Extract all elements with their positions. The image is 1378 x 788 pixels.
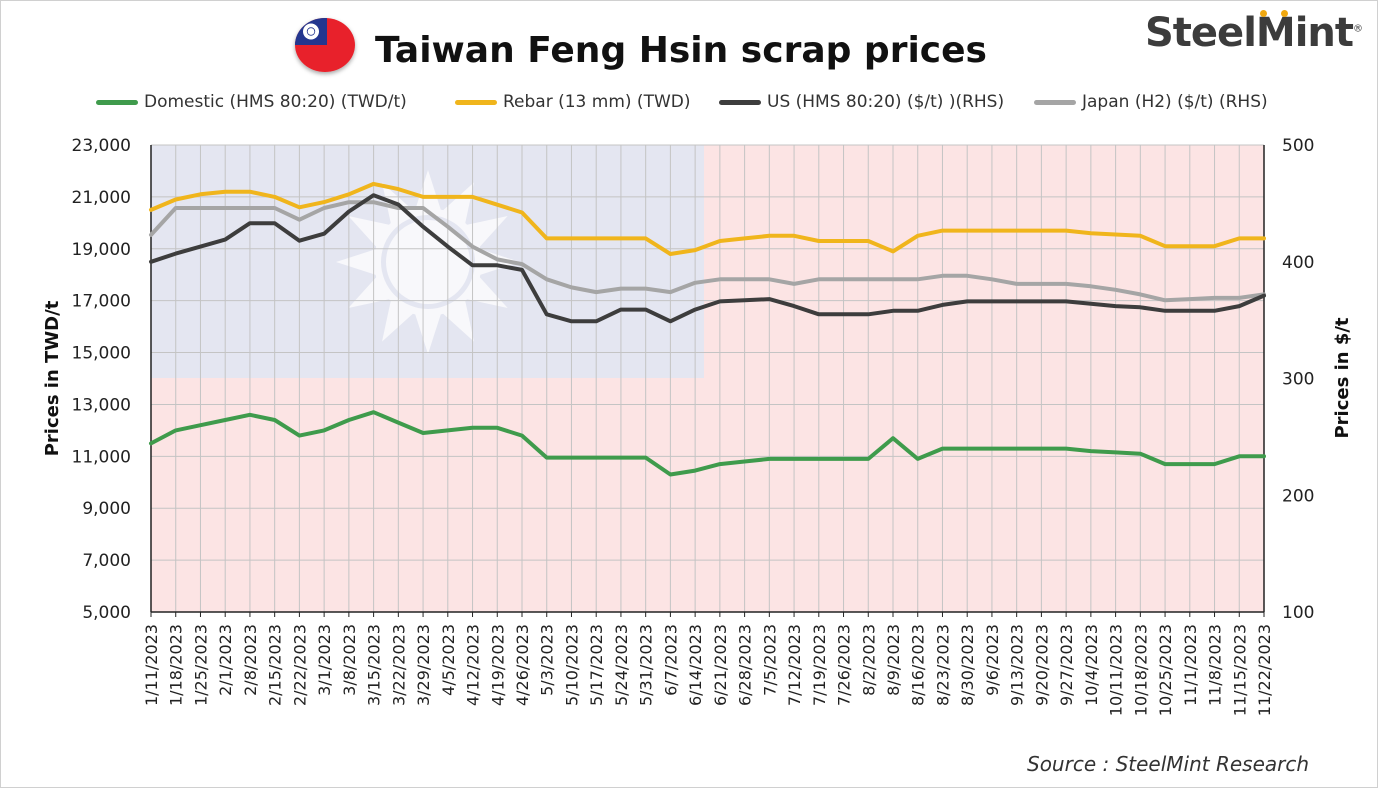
x-axis-tick-label: 10/25/2023 bbox=[1156, 624, 1175, 716]
x-axis-tick-label: 11/8/2023 bbox=[1206, 624, 1225, 706]
x-axis-tick-label: 4/5/2023 bbox=[439, 624, 458, 696]
x-axis-tick-label: 8/23/2023 bbox=[933, 624, 952, 706]
legend-swatch-domestic bbox=[96, 99, 138, 105]
x-axis-tick-label: 6/14/2023 bbox=[686, 624, 705, 706]
x-axis-tick-label: 3/29/2023 bbox=[414, 624, 433, 706]
legend-swatch-rebar bbox=[455, 99, 497, 105]
sun-ray-shape bbox=[336, 248, 378, 276]
x-axis-tick-label: 5/3/2023 bbox=[538, 624, 557, 696]
left-axis-tick-label: 15,000 bbox=[72, 344, 131, 364]
sun-ray-shape bbox=[414, 170, 442, 212]
x-axis-tick-label: 5/24/2023 bbox=[612, 624, 631, 706]
sun-core-shape bbox=[386, 220, 470, 304]
left-axis-tick-label: 5,000 bbox=[82, 603, 131, 623]
x-axis-tick-label: 2/1/2023 bbox=[216, 624, 235, 696]
left-axis-tick-label: 13,000 bbox=[72, 395, 131, 415]
x-axis-tick-label: 4/26/2023 bbox=[513, 624, 532, 706]
x-axis-tick-label: 6/21/2023 bbox=[711, 624, 730, 706]
chart-legend: Domestic (HMS 80:20) (TWD/t) Rebar (13 m… bbox=[0, 92, 1378, 118]
x-axis-tick-label: 10/18/2023 bbox=[1131, 624, 1150, 716]
x-axis-tick-label: 1/18/2023 bbox=[167, 624, 186, 706]
x-axis-tick-label: 11/1/2023 bbox=[1181, 624, 1200, 706]
source-note: Source : SteelMint Research bbox=[1027, 752, 1310, 776]
left-axis-tick-label: 19,000 bbox=[72, 240, 131, 260]
domestic-series-line bbox=[149, 410, 1266, 477]
legend-item-japan: Japan (H2) ($/t) (RHS) bbox=[1034, 92, 1268, 112]
brand-logo: SteelMint® bbox=[1145, 10, 1363, 56]
left-axis-tick-label: 11,000 bbox=[72, 447, 131, 467]
x-axis-tick-label: 5/31/2023 bbox=[637, 624, 656, 706]
japan-series-line bbox=[149, 200, 1266, 303]
x-axis-tick-label: 2/15/2023 bbox=[266, 624, 285, 706]
x-axis-tick-label: 11/15/2023 bbox=[1230, 624, 1249, 716]
legend-swatch-japan bbox=[1034, 99, 1076, 105]
x-axis-tick-label: 8/16/2023 bbox=[909, 624, 928, 706]
right-axis-tick-label: 100 bbox=[1282, 603, 1314, 623]
x-axis-tick-label: 8/9/2023 bbox=[884, 624, 903, 696]
left-axis-tick-label: 23,000 bbox=[72, 136, 131, 156]
brand-registered-mark: ® bbox=[1353, 23, 1363, 35]
right-axis-tick-label: 500 bbox=[1282, 136, 1314, 156]
x-axis-tick-label: 3/1/2023 bbox=[315, 624, 334, 696]
legend-label-japan: Japan (H2) ($/t) (RHS) bbox=[1082, 92, 1268, 112]
left-axis-tick-label: 7,000 bbox=[82, 551, 131, 571]
x-axis-tick-label: 11/22/2023 bbox=[1255, 624, 1274, 716]
legend-item-us: US (HMS 80:20) ($/t) )(RHS) bbox=[719, 92, 1004, 112]
x-axis-tick-label: 1/11/2023 bbox=[142, 624, 161, 706]
left-axis-title: Prices in TWD/t bbox=[42, 300, 63, 456]
left-axis-tick-label: 17,000 bbox=[72, 292, 131, 312]
legend-item-rebar: Rebar (13 mm) (TWD) bbox=[455, 92, 690, 112]
right-axis-title: Prices in $/t bbox=[1332, 317, 1353, 438]
right-axis-tick-label: 300 bbox=[1282, 370, 1314, 390]
legend-label-rebar: Rebar (13 mm) (TWD) bbox=[503, 92, 691, 112]
rebar-series-line bbox=[149, 181, 1266, 256]
legend-label-domestic: Domestic (HMS 80:20) (TWD/t) bbox=[144, 92, 407, 112]
x-axis-tick-label: 8/30/2023 bbox=[958, 624, 977, 706]
left-axis-tick-label: 9,000 bbox=[82, 499, 131, 519]
right-axis-tick-label: 200 bbox=[1282, 486, 1314, 506]
legend-label-us: US (HMS 80:20) ($/t) )(RHS) bbox=[767, 92, 1005, 112]
legend-swatch-us bbox=[719, 99, 761, 105]
x-axis-tick-label: 7/12/2023 bbox=[785, 624, 804, 706]
x-axis-tick-label: 9/20/2023 bbox=[1032, 624, 1051, 706]
x-axis-tick-label: 6/7/2023 bbox=[661, 624, 680, 696]
x-axis-tick-label: 3/8/2023 bbox=[340, 624, 359, 696]
x-axis-tick-label: 4/12/2023 bbox=[464, 624, 483, 706]
x-axis-tick-label: 2/22/2023 bbox=[290, 624, 309, 706]
x-axis-tick-label: 5/10/2023 bbox=[562, 624, 581, 706]
x-axis-tick-label: 9/27/2023 bbox=[1057, 624, 1076, 706]
right-axis-tick-label: 400 bbox=[1282, 253, 1314, 273]
x-axis-tick-label: 4/19/2023 bbox=[488, 624, 507, 706]
x-axis-tick-label: 6/28/2023 bbox=[736, 624, 755, 706]
x-axis-tick-label: 3/22/2023 bbox=[389, 624, 408, 706]
x-axis-tick-label: 7/19/2023 bbox=[810, 624, 829, 706]
x-axis-tick-label: 3/15/2023 bbox=[365, 624, 384, 706]
x-axis-tick-label: 10/11/2023 bbox=[1107, 624, 1126, 716]
x-axis-tick-label: 7/5/2023 bbox=[760, 624, 779, 696]
x-axis-tick-label: 8/2/2023 bbox=[859, 624, 878, 696]
x-axis-tick-label: 1/25/2023 bbox=[191, 624, 210, 706]
x-axis-tick-label: 10/4/2023 bbox=[1082, 624, 1101, 706]
brand-name: SteelMint bbox=[1145, 10, 1354, 56]
x-axis-tick-label: 9/13/2023 bbox=[1008, 624, 1027, 706]
left-axis-tick-label: 21,000 bbox=[72, 188, 131, 208]
x-axis-tick-label: 7/26/2023 bbox=[835, 624, 854, 706]
page-title: Taiwan Feng Hsin scrap prices bbox=[375, 30, 987, 71]
x-axis-tick-label: 5/17/2023 bbox=[587, 624, 606, 706]
x-axis-tick-label: 2/8/2023 bbox=[241, 624, 260, 696]
us-series-line bbox=[149, 193, 1266, 324]
legend-item-domestic: Domestic (HMS 80:20) (TWD/t) bbox=[96, 92, 407, 112]
x-axis-tick-label: 9/6/2023 bbox=[983, 624, 1002, 696]
sun-ray-shape bbox=[414, 312, 442, 354]
